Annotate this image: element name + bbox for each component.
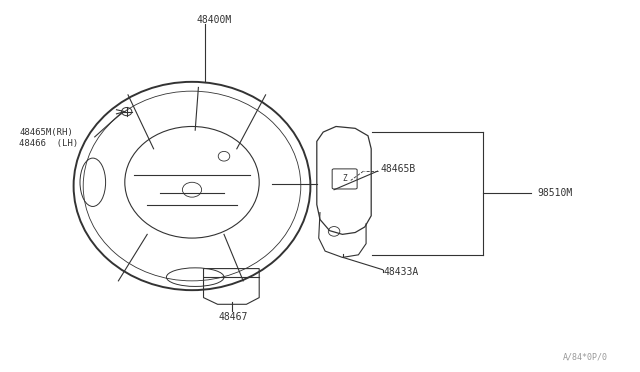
Text: Z: Z bbox=[342, 174, 347, 183]
Text: 48465B: 48465B bbox=[381, 164, 416, 174]
Text: 48400M: 48400M bbox=[196, 16, 232, 25]
Text: 98510M: 98510M bbox=[538, 189, 573, 198]
Text: 48433A: 48433A bbox=[384, 267, 419, 277]
Text: A/84*0P/0: A/84*0P/0 bbox=[563, 353, 608, 362]
Text: 48467: 48467 bbox=[219, 312, 248, 322]
Text: 48466  (LH): 48466 (LH) bbox=[19, 139, 78, 148]
Text: 48465M(RH): 48465M(RH) bbox=[19, 128, 73, 137]
